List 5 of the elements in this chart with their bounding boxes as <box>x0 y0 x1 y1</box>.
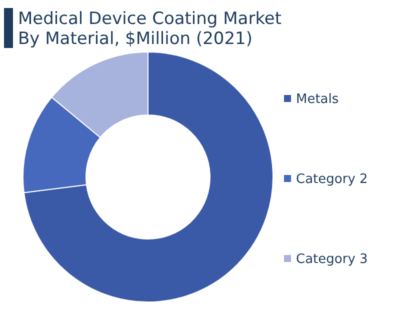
legend-label: Metals <box>296 92 339 107</box>
legend-label: Category 3 <box>296 252 368 267</box>
chart-title: Medical Device Coating Market By Material, $Million (2021) <box>18 9 282 49</box>
donut-slice <box>23 52 274 302</box>
legend-label: Category 2 <box>296 172 368 187</box>
